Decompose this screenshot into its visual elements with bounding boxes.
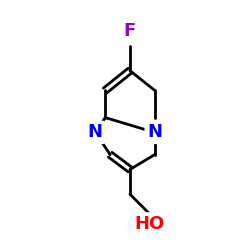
Text: N: N bbox=[147, 124, 162, 142]
Text: N: N bbox=[88, 124, 103, 142]
Text: F: F bbox=[124, 22, 136, 40]
Text: HO: HO bbox=[134, 215, 165, 233]
